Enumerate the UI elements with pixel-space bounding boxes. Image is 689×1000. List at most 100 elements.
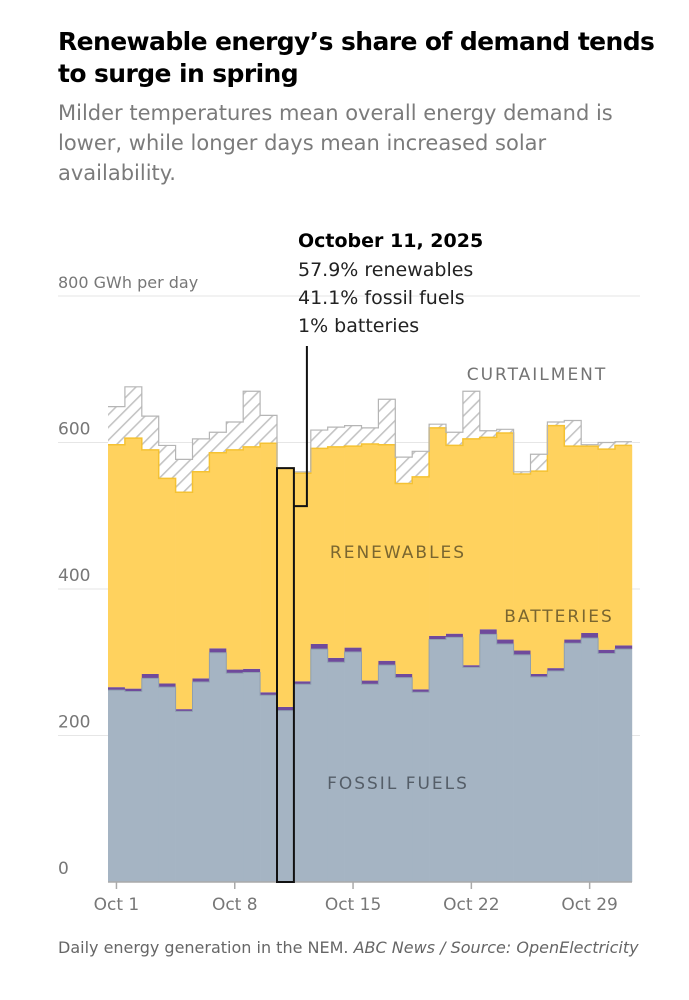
- x-tick-label: Oct 8: [212, 895, 258, 915]
- fossil-fuels-bar: [175, 711, 193, 882]
- footer-caption: Daily energy generation in the NEM.: [58, 938, 349, 957]
- fossil-fuels-bar: [243, 672, 261, 882]
- series-outline: [108, 386, 632, 473]
- highlight-date: October 11, 2025: [298, 230, 483, 252]
- series-outline: [108, 633, 632, 712]
- renewables-bar: [226, 449, 244, 670]
- batteries-bar: [361, 680, 379, 685]
- curtailment-bar: [243, 391, 261, 447]
- curtailment-bar: [108, 406, 126, 445]
- curtailment-bar: [429, 424, 447, 428]
- batteries-bar: [598, 649, 616, 654]
- curtailment-bar: [141, 416, 159, 450]
- y-tick-label: 400: [58, 566, 90, 586]
- x-tick-label: Oct 15: [325, 895, 381, 915]
- curtailment-bar: [175, 459, 193, 493]
- renewables-bar: [192, 471, 210, 679]
- y-tick-label: 0: [58, 859, 69, 879]
- batteries-bar: [226, 669, 244, 674]
- batteries-bar: [530, 673, 548, 677]
- fossil-fuels-bar: [378, 665, 396, 882]
- renewables-bar: [513, 473, 531, 651]
- fossil-fuels-bar: [209, 652, 227, 882]
- renewables-bar: [175, 492, 193, 710]
- batteries-bar: [446, 633, 464, 638]
- batteries-bar: [344, 647, 362, 652]
- renewables-bar: [243, 446, 261, 669]
- highlight-annotation: October 11, 2025 57.9% renewables 41.1% …: [276, 230, 483, 883]
- fossil-fuels-series-label: FOSSIL FUELS: [327, 774, 469, 794]
- batteries-bar: [429, 635, 447, 640]
- batteries-bar: [462, 665, 481, 668]
- y-tick-label: 600: [58, 420, 90, 440]
- curtailment-bar: [564, 420, 582, 447]
- batteries-bar: [564, 639, 582, 644]
- renewables-bar: [361, 443, 379, 681]
- fossil-fuels-bar: [446, 637, 464, 882]
- renewables-bar: [310, 448, 328, 644]
- curtailment-bar: [479, 430, 497, 438]
- curtailment-bar: [615, 441, 633, 446]
- batteries-bar: [209, 648, 227, 653]
- renewables-bar: [412, 476, 430, 690]
- chart-title: Renewable energy’s share of demand tends…: [58, 27, 655, 88]
- batteries-bar: [496, 639, 514, 644]
- renewables-bar: [141, 449, 159, 674]
- highlight-box: [276, 467, 295, 883]
- curtailment-bar: [226, 421, 244, 450]
- renewables-bar: [479, 437, 497, 630]
- curtailment-bar: [260, 415, 278, 444]
- curtailment-series-label: CURTAILMENT: [467, 365, 608, 385]
- curtailment-bar: [462, 391, 481, 439]
- fossil-fuels-bar: [293, 684, 312, 882]
- batteries-bar: [310, 643, 328, 650]
- renewables-bar: [344, 446, 362, 648]
- curtailment-bar: [310, 430, 328, 449]
- renewables-bar: [378, 444, 396, 661]
- curtailment-bar: [496, 429, 514, 433]
- fossil-fuels-bar: [462, 667, 481, 882]
- batteries-bar: [615, 645, 633, 650]
- curtailment-bar: [378, 399, 396, 445]
- fossil-fuels-bar: [581, 638, 599, 882]
- batteries-bar: [327, 657, 345, 663]
- fossil-fuels-bar: [192, 682, 210, 882]
- fossil-fuels-bar: [564, 643, 582, 882]
- fossil-fuels-bar: [513, 654, 531, 882]
- curtailment-bar: [513, 471, 531, 474]
- batteries-bar: [124, 688, 143, 692]
- fossil-fuels-bar: [496, 643, 514, 882]
- y-tick-label: 200: [58, 713, 90, 733]
- fossil-fuels-bar: [361, 684, 379, 882]
- curtailment-bar: [192, 438, 210, 472]
- fossil-fuels-bar: [412, 692, 430, 882]
- renewables-bar: [547, 425, 565, 669]
- renewables-bar: [260, 443, 278, 693]
- fossil-fuels-bar: [327, 662, 345, 882]
- curtailment-bar: [395, 457, 413, 484]
- renewables-bar: [581, 446, 599, 633]
- fossil-fuels-bar: [226, 673, 244, 882]
- batteries-series-label: BATTERIES: [504, 607, 614, 627]
- batteries-bar: [378, 660, 396, 666]
- chart-subtitle: Milder temperatures mean overall energy …: [58, 101, 613, 185]
- renewables-bar: [124, 438, 143, 689]
- batteries-bar: [395, 673, 413, 678]
- batteries-bar: [581, 632, 599, 639]
- fossil-fuels-bar: [260, 695, 278, 882]
- batteries-bar: [175, 709, 193, 712]
- curtailment-bar: [530, 454, 548, 472]
- curtailment-bar: [412, 451, 430, 477]
- highlight-renewables: 57.9% renewables: [298, 259, 473, 281]
- batteries-bar: [192, 678, 210, 683]
- fossil-fuels-bar: [108, 690, 126, 882]
- renewables-bar: [209, 452, 227, 649]
- renewables-series-label: RENEWABLES: [330, 543, 466, 563]
- fossil-fuels-bar: [158, 687, 176, 882]
- x-tick-label: Oct 29: [561, 895, 617, 915]
- fossil-fuels-bar: [344, 651, 362, 882]
- x-tick-label: Oct 22: [443, 895, 499, 915]
- curtailment-bar: [361, 427, 379, 444]
- curtailment-bar: [344, 425, 362, 447]
- batteries-bar: [108, 687, 126, 691]
